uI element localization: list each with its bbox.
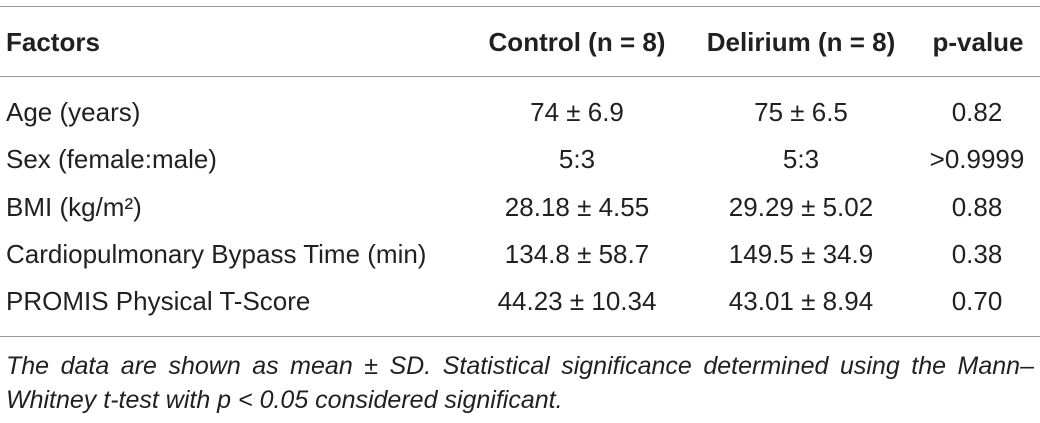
row-factor: BMI (kg/m²) [6,192,142,222]
row-delirium-value: 149.5 ± 34.9 [728,239,874,269]
table-footnote: The data are shown as mean ± SD. Statist… [6,352,1034,414]
row-delirium-value: 5:3 [782,144,820,174]
row-control-value: 28.18 ± 4.55 [504,192,650,222]
row-p-value: 0.82 [951,97,1003,127]
row-delirium-value: 29.29 ± 5.02 [728,192,874,222]
row-control-value: 44.23 ± 10.34 [497,286,657,316]
row-factor: Sex (female:male) [6,144,217,174]
header-p-value: p-value [932,27,1024,57]
header-control: Control (n = 8) [488,27,666,57]
row-factor: PROMIS Physical T-Score [6,286,311,316]
row-control-value: 74 ± 6.9 [530,97,624,127]
header-factors: Factors [6,27,100,57]
row-delirium-value: 75 ± 6.5 [754,97,848,127]
row-p-value: 0.70 [951,286,1003,316]
row-p-value: >0.9999 [929,144,1025,174]
row-control-value: 134.8 ± 58.7 [504,239,650,269]
table-bottom-rule [0,336,1040,337]
row-p-value: 0.38 [951,239,1003,269]
table-header-rule [0,76,1040,77]
row-factor: Cardiopulmonary Bypass Time (min) [6,239,427,269]
row-factor: Age (years) [6,97,141,127]
table-top-rule [0,6,1040,7]
header-delirium: Delirium (n = 8) [706,27,896,57]
row-delirium-value: 43.01 ± 8.94 [728,286,874,316]
row-p-value: 0.88 [951,192,1003,222]
row-control-value: 5:3 [558,144,596,174]
